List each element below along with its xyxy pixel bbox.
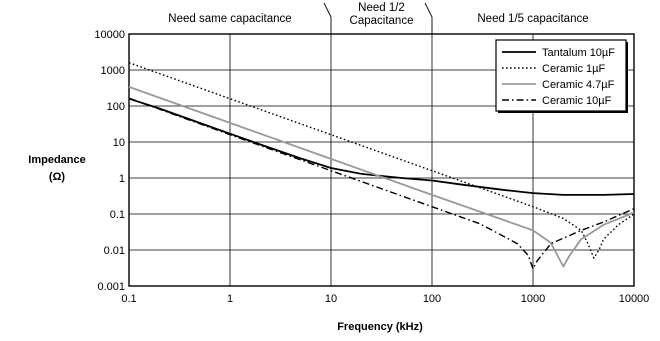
legend: Tantalum 10µF Ceramic 1µF Ceramic 4.7µF Cer… [495, 39, 628, 113]
plot-frame [128, 33, 635, 287]
legend-label: Ceramic 4.7µF [542, 79, 615, 91]
y-tick-label: 10 [113, 137, 125, 149]
region-label: Need 1/5 capacitance [477, 13, 588, 25]
x-axis-title: Frequency (kHz) [337, 321, 423, 333]
y-tick-label: 1000 [101, 65, 125, 77]
y-axis-title-line2: (Ω) [49, 171, 65, 183]
region-label: Capacitance [350, 15, 414, 27]
y-tick-label: 0.1 [110, 209, 125, 221]
legend-label: Ceramic 10µF [542, 95, 612, 107]
tick-labels: 0.1 1 10 100 1000 10000 0.001 0.01 0.1 1 10 100 1000… [94, 29, 649, 305]
series-line [128, 97, 635, 270]
x-tick-label: 100 [423, 293, 441, 305]
series-layer [128, 62, 635, 270]
y-tick-label: 0.01 [104, 245, 125, 257]
plot-border [128, 33, 635, 287]
x-tick-label: 10000 [619, 293, 650, 305]
y-tick-label: 100 [107, 101, 125, 113]
y-tick-label: 10000 [94, 29, 125, 41]
legend-box [495, 39, 627, 112]
region-label: Need same capacitance [168, 13, 291, 25]
region-divider [424, 2, 433, 34]
legend-label: Tantalum 10µF [542, 47, 615, 59]
region-annotations: Need same capacitance Need 1/2Capacitance… [168, 2, 589, 34]
x-tick-label: 10 [325, 293, 337, 305]
x-tick-label: 0.1 [121, 293, 136, 305]
y-tick-label: 0.001 [97, 281, 125, 293]
region-label: Need 1/2 [358, 2, 405, 14]
series-line [128, 62, 635, 259]
x-tick-label: 1 [227, 293, 233, 305]
legend-label: Ceramic 1µF [542, 63, 605, 75]
y-tick-label: 1 [119, 173, 125, 185]
y-axis-title-line1: Impedance [28, 154, 85, 166]
region-divider [323, 2, 332, 34]
x-tick-label: 1000 [521, 293, 545, 305]
series-line [128, 86, 635, 268]
